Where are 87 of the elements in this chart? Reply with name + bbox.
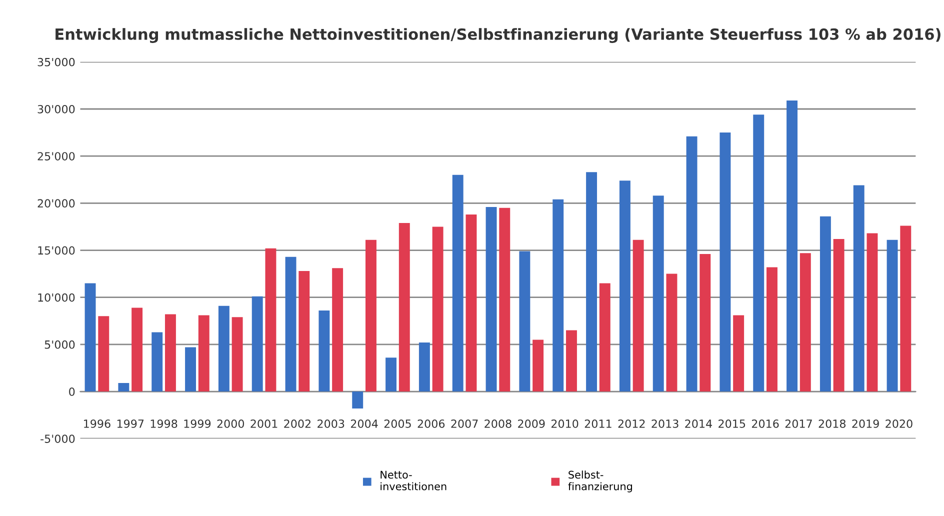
x-tick-label: 2006 bbox=[418, 419, 445, 428]
x-tick-label: 2017 bbox=[785, 419, 812, 428]
bar bbox=[586, 172, 598, 392]
y-tick-label: 25'000 bbox=[38, 152, 75, 160]
bar bbox=[753, 114, 764, 392]
bar bbox=[466, 214, 477, 392]
bar bbox=[152, 332, 163, 392]
x-tick-label: 2005 bbox=[384, 419, 411, 428]
x-tick-label: 2000 bbox=[217, 419, 244, 428]
bar bbox=[532, 340, 544, 392]
bar bbox=[519, 251, 530, 392]
bar bbox=[599, 283, 610, 392]
bar bbox=[666, 274, 678, 392]
y-tick-label: 30'000 bbox=[38, 104, 75, 114]
y-tick-label: 10'000 bbox=[38, 293, 75, 302]
bar bbox=[886, 240, 898, 392]
x-tick-label: 2012 bbox=[618, 419, 645, 428]
x-tick-label: 2004 bbox=[350, 419, 378, 428]
y-tick-label: 20'000 bbox=[38, 199, 75, 208]
bar bbox=[452, 174, 464, 392]
bar bbox=[132, 308, 143, 392]
bar bbox=[252, 296, 263, 392]
bar bbox=[733, 315, 744, 392]
bar bbox=[833, 238, 844, 392]
bar bbox=[786, 100, 798, 392]
bar bbox=[766, 267, 778, 392]
bar bbox=[552, 199, 564, 392]
x-tick-label: 2008 bbox=[484, 419, 512, 428]
bar bbox=[619, 180, 630, 392]
bar bbox=[820, 216, 831, 392]
bar bbox=[900, 226, 912, 392]
x-tick-label: 2018 bbox=[818, 419, 846, 428]
x-tick-label: 2020 bbox=[886, 419, 912, 428]
bar bbox=[318, 310, 330, 392]
x-tick-label: 2009 bbox=[518, 419, 545, 428]
x-tick-label: 2016 bbox=[752, 419, 779, 428]
x-tick-label: 2007 bbox=[451, 419, 478, 428]
bar bbox=[853, 185, 864, 392]
legend-label: Selbst- finanzierung bbox=[568, 470, 632, 492]
bar bbox=[486, 206, 497, 392]
bar bbox=[652, 196, 664, 392]
bar bbox=[499, 208, 510, 392]
bar bbox=[386, 358, 397, 392]
x-tick-label: 2002 bbox=[284, 419, 310, 428]
bar bbox=[418, 342, 430, 392]
bar bbox=[98, 316, 110, 392]
x-tick-label: 2013 bbox=[652, 419, 678, 428]
bar bbox=[198, 315, 210, 392]
bar bbox=[298, 270, 310, 392]
x-tick-label: 2010 bbox=[551, 419, 578, 428]
bar bbox=[432, 226, 444, 392]
chart-title: Entwicklung mutmassliche Nettoinvestitionen/Selbstfinanzierung (Variante Steuerfuss 103 % ab 2016) bbox=[56, 28, 940, 43]
bar bbox=[84, 283, 96, 392]
x-tick-label: 1996 bbox=[84, 419, 110, 428]
bar bbox=[185, 347, 196, 392]
legend-label: Netto- investitionen bbox=[380, 470, 446, 490]
y-tick-label: 5'000 bbox=[44, 340, 75, 349]
bar bbox=[218, 306, 230, 392]
bar bbox=[566, 330, 577, 392]
x-tick-label: 2001 bbox=[250, 419, 278, 428]
y-tick-label: 15'000 bbox=[38, 246, 75, 255]
y-tick-label: 0 bbox=[69, 387, 75, 396]
y-tick-label: 35'000 bbox=[38, 58, 75, 66]
bar bbox=[232, 317, 243, 392]
x-tick-label: 2011 bbox=[584, 419, 612, 428]
bar bbox=[700, 254, 711, 392]
x-tick-label: 2003 bbox=[318, 419, 344, 428]
bar bbox=[398, 222, 410, 392]
bar bbox=[365, 240, 376, 392]
bar bbox=[352, 392, 364, 408]
bar bbox=[800, 253, 811, 392]
x-tick-label: 1999 bbox=[184, 419, 211, 428]
bar bbox=[632, 240, 644, 392]
bar bbox=[265, 248, 276, 392]
x-tick-label: 2019 bbox=[852, 419, 879, 428]
bar bbox=[866, 233, 878, 392]
x-tick-label: 2015 bbox=[718, 419, 746, 428]
bar bbox=[686, 136, 698, 392]
bar bbox=[285, 256, 296, 392]
x-tick-label: 2014 bbox=[685, 419, 712, 428]
x-tick-label: 1997 bbox=[117, 419, 144, 428]
bar bbox=[332, 268, 344, 392]
bar bbox=[118, 383, 130, 392]
y-tick-label: -5'000 bbox=[40, 434, 75, 443]
bar bbox=[720, 132, 731, 392]
bar bbox=[164, 314, 176, 392]
x-tick-label: 1998 bbox=[150, 419, 178, 428]
